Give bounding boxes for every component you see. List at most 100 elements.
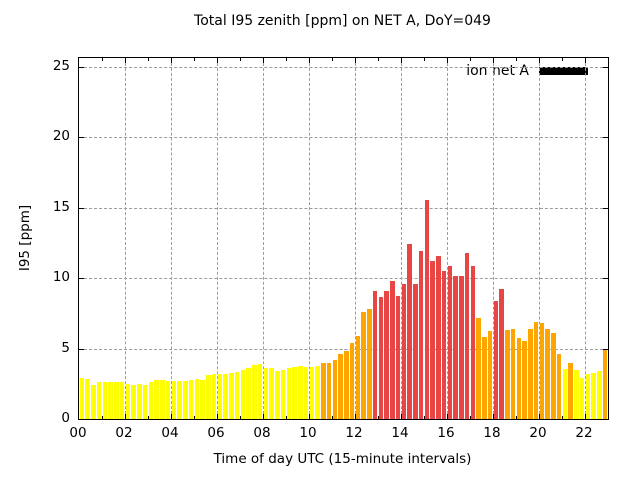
bar [401, 283, 407, 419]
bar [441, 271, 447, 419]
bar [372, 290, 378, 419]
bar [292, 366, 297, 419]
x-tick-mark [194, 416, 195, 419]
bar [119, 381, 125, 419]
x-tick-mark [171, 414, 172, 419]
bar [499, 288, 504, 419]
bar [568, 362, 573, 419]
y-tick-mark [603, 137, 608, 139]
vertical-gridline [125, 58, 126, 419]
horizontal-gridline [79, 137, 608, 139]
x-tick-mark [493, 414, 494, 419]
bar [309, 366, 315, 419]
x-tick-mark [194, 58, 195, 61]
bar [315, 366, 320, 419]
x-tick-mark [585, 414, 586, 419]
x-tick-label: 10 [299, 425, 317, 441]
horizontal-gridline [79, 67, 608, 68]
bar [418, 250, 424, 419]
bar [257, 364, 263, 419]
bar [131, 385, 136, 419]
x-tick-mark [447, 58, 448, 63]
x-axis-label: Time of day UTC (15-minute intervals) [213, 451, 472, 467]
bar [303, 366, 309, 419]
bar [102, 381, 108, 419]
bar [108, 381, 113, 419]
vertical-gridline [585, 58, 586, 419]
bar [585, 373, 591, 419]
vertical-gridline [263, 58, 264, 419]
bar [194, 378, 200, 419]
bar [338, 354, 343, 419]
x-tick-mark [470, 416, 471, 419]
bar [321, 362, 326, 419]
bar [602, 348, 608, 419]
bar [505, 329, 510, 419]
y-tick-label: 5 [61, 339, 70, 356]
y-tick-mark [79, 348, 84, 350]
bar [407, 243, 412, 419]
bar [154, 380, 159, 419]
x-tick-label: 12 [345, 425, 363, 441]
x-tick-mark [585, 58, 586, 63]
bar [556, 353, 562, 419]
bar [516, 338, 522, 419]
bar [355, 335, 361, 419]
x-tick-label: 18 [483, 425, 501, 441]
x-tick-mark [401, 414, 402, 419]
bar [229, 372, 234, 419]
bar [493, 301, 499, 419]
x-tick-label: 06 [207, 425, 225, 441]
y-tick-label: 25 [52, 58, 70, 74]
y-tick-label: 15 [52, 198, 70, 215]
x-tick-mark [286, 58, 287, 61]
x-tick-mark [470, 58, 471, 61]
bar [367, 309, 372, 419]
vertical-gridline [217, 58, 218, 419]
x-tick-mark [516, 58, 517, 61]
x-tick-mark [309, 58, 310, 63]
bar [91, 385, 96, 419]
bar [223, 373, 228, 419]
bar [591, 373, 596, 419]
x-tick-mark [263, 58, 264, 63]
bar [436, 256, 441, 419]
bar [114, 381, 119, 419]
bar [211, 373, 217, 419]
bar [424, 200, 430, 419]
bar [188, 380, 194, 419]
x-tick-label: 22 [575, 425, 593, 441]
vertical-gridline [309, 58, 310, 419]
vertical-gridline [493, 58, 494, 419]
bar [246, 368, 251, 419]
bar [395, 295, 401, 419]
vertical-gridline [401, 58, 402, 419]
x-tick-mark [217, 414, 218, 419]
bar [142, 384, 148, 419]
x-tick-mark [355, 414, 356, 419]
x-tick-label: 16 [437, 425, 455, 441]
bar [269, 368, 274, 419]
y-tick-mark [603, 207, 608, 209]
y-tick-label: 0 [61, 410, 70, 426]
x-tick-mark [447, 414, 448, 419]
bar [361, 312, 366, 419]
y-tick-mark [79, 207, 84, 209]
x-tick-mark [401, 58, 402, 63]
y-tick-mark [79, 137, 84, 139]
bar [165, 381, 171, 419]
x-tick-label: 08 [253, 425, 271, 441]
x-tick-mark [240, 416, 241, 419]
bar [200, 379, 205, 419]
bar [551, 333, 556, 419]
x-tick-mark [539, 414, 540, 419]
bar [453, 276, 458, 419]
bar [528, 328, 533, 419]
bar [522, 340, 527, 419]
bar [574, 369, 579, 419]
bar [597, 371, 602, 419]
x-tick-mark [424, 416, 425, 419]
x-tick-mark [516, 416, 517, 419]
bar [234, 371, 240, 419]
bar [459, 276, 464, 419]
